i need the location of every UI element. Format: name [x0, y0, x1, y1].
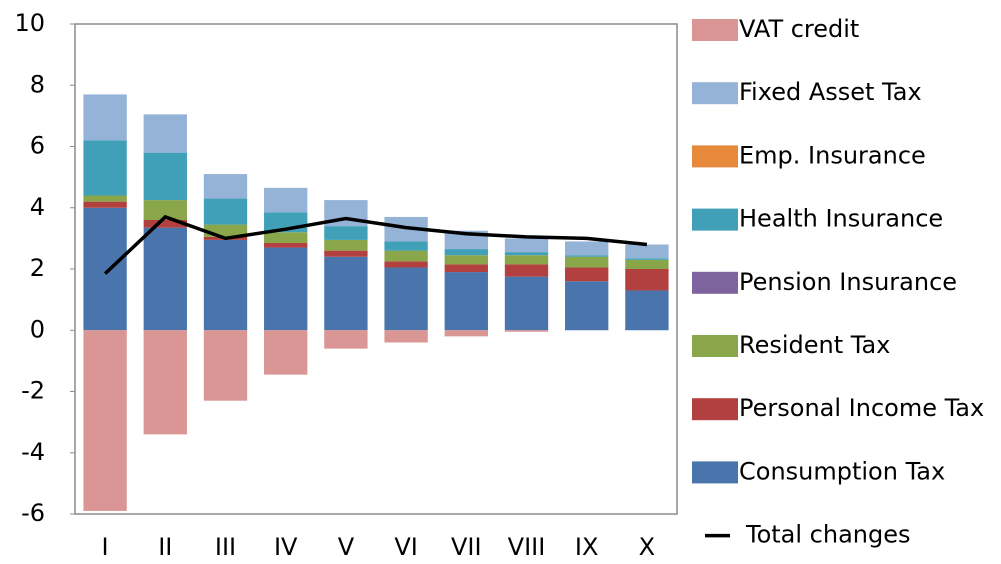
- bar-segment: [143, 220, 187, 228]
- legend-label: Health Insurance: [739, 205, 943, 233]
- legend-label: Emp. Insurance: [739, 141, 926, 169]
- bar-segment: [203, 174, 248, 199]
- bar-segment: [565, 255, 609, 257]
- bar-segment: [565, 267, 609, 282]
- bar-segment: [143, 330, 187, 435]
- bar-segment: [625, 244, 669, 259]
- bar-segment: [83, 330, 127, 511]
- bar-segment: [83, 94, 127, 141]
- bar-segment: [324, 239, 368, 251]
- bar-segment: [143, 114, 187, 153]
- y-tick-label: 8: [30, 70, 45, 98]
- x-tick-label: III: [215, 533, 236, 561]
- bar-segment: [203, 198, 248, 225]
- bar-segment: [143, 152, 187, 201]
- bar-segment: [324, 330, 368, 349]
- bar-segment: [83, 207, 127, 331]
- x-tick-label: II: [158, 533, 172, 561]
- x-tick-label: I: [102, 533, 109, 561]
- y-tick-label: 4: [30, 193, 45, 221]
- bar-segment: [203, 330, 248, 401]
- legend-label: Personal Income Tax: [739, 394, 984, 422]
- bar-segment: [444, 272, 488, 331]
- bar-segment: [504, 330, 549, 332]
- x-tick-label: IX: [575, 533, 599, 561]
- bar-segment: [324, 256, 368, 331]
- y-tick-label: 10: [14, 9, 45, 37]
- bar-segment: [264, 232, 308, 243]
- legend-label: Consumption Tax: [739, 457, 945, 485]
- legend-label: Fixed Asset Tax: [739, 78, 922, 106]
- bar-segment: [324, 226, 368, 240]
- bar-segment: [264, 242, 308, 248]
- legend-swatch: [692, 335, 738, 357]
- x-tick-label: VIII: [508, 533, 546, 561]
- legend-swatch: [692, 82, 738, 105]
- y-tick-label: -2: [21, 377, 45, 405]
- bar-segment: [384, 241, 428, 251]
- y-tick-label: 6: [30, 132, 45, 160]
- x-tick-label: V: [338, 533, 355, 561]
- bar-segment: [504, 255, 549, 265]
- bar-segment: [504, 238, 549, 253]
- bar-segment: [565, 256, 609, 268]
- legend-swatch: [692, 398, 738, 421]
- bar-segment: [143, 227, 187, 331]
- legend-swatch: [692, 461, 738, 484]
- legend-swatch: [692, 271, 738, 294]
- legend-label: Resident Tax: [739, 331, 890, 359]
- y-tick-label: 2: [30, 254, 45, 282]
- bar-segment: [384, 267, 428, 331]
- legend-label: Total changes: [745, 521, 911, 549]
- bar-segment: [444, 330, 488, 337]
- y-tick-label: 0: [30, 315, 45, 343]
- bar-segment: [264, 330, 308, 375]
- total-line: [103, 214, 648, 275]
- legend-label: Pension Insurance: [739, 268, 957, 296]
- bar-segment: [83, 140, 127, 196]
- bar-segment: [384, 261, 428, 268]
- bar-segment: [625, 269, 669, 291]
- legend-swatch: [692, 19, 738, 41]
- bar-segment: [504, 252, 549, 256]
- bar-segment: [444, 249, 488, 256]
- bar-segment: [504, 276, 549, 331]
- bar-segment: [264, 187, 308, 213]
- bar-segment: [384, 330, 428, 343]
- bar-segment: [504, 264, 549, 277]
- legend-swatch: [692, 145, 738, 168]
- x-tick-label: VI: [394, 533, 418, 561]
- bar-segment: [83, 195, 127, 202]
- bar-segment: [384, 250, 428, 262]
- bar-segment: [444, 264, 488, 273]
- bar-segment: [264, 247, 308, 331]
- y-tick-label: -6: [21, 499, 45, 527]
- bar-segment: [565, 241, 609, 256]
- x-tick-label: IV: [274, 533, 298, 561]
- bar-segment: [565, 281, 609, 331]
- bar-segment: [83, 201, 127, 208]
- legend-label: VAT credit: [739, 15, 859, 43]
- x-tick-label: X: [639, 533, 655, 561]
- bar-segment: [625, 259, 669, 269]
- bar-segment: [203, 239, 248, 331]
- y-tick-label: -4: [21, 438, 45, 466]
- legend-swatch: [692, 208, 738, 231]
- bar-segment: [625, 258, 669, 260]
- bar-segment: [444, 255, 488, 265]
- x-tick-label: VII: [451, 533, 482, 561]
- bar-segment: [143, 200, 187, 220]
- bar-segment: [324, 250, 368, 257]
- bar-segment: [625, 290, 669, 331]
